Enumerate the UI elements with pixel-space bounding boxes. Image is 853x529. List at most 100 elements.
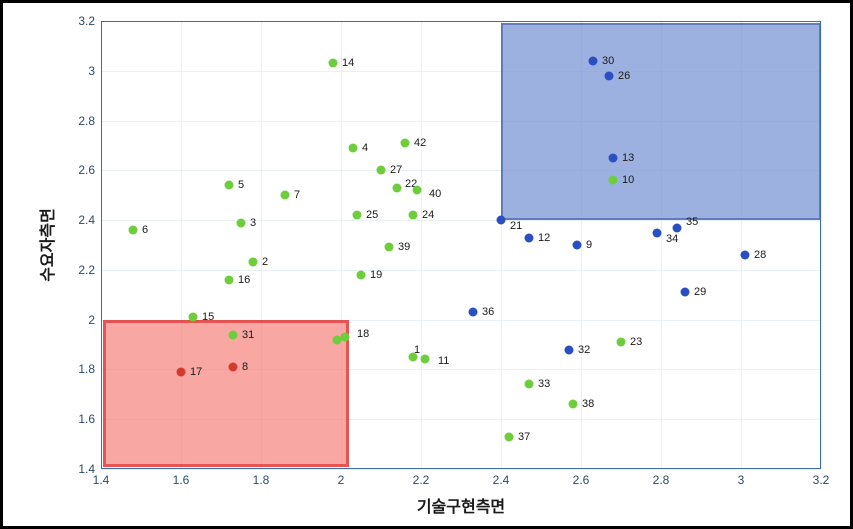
data-point-label: 5 bbox=[238, 179, 244, 191]
data-point-label: 29 bbox=[694, 286, 706, 298]
data-point-label: 32 bbox=[578, 344, 590, 356]
x-tick-label: 3 bbox=[738, 473, 745, 487]
y-tick-label: 2.4 bbox=[78, 213, 101, 227]
data-point-label: 17 bbox=[190, 366, 202, 378]
x-axis-label: 기술구현측면 bbox=[417, 493, 505, 517]
data-point bbox=[681, 288, 690, 297]
x-tick-label: 2.2 bbox=[413, 473, 430, 487]
data-point bbox=[653, 228, 662, 237]
y-tick-label: 1.4 bbox=[78, 462, 101, 476]
data-point bbox=[673, 223, 682, 232]
data-point-label: 2 bbox=[262, 256, 268, 268]
data-point-label: 37 bbox=[518, 431, 530, 443]
data-point bbox=[229, 362, 238, 371]
data-point bbox=[225, 275, 234, 284]
data-point-label: 11 bbox=[438, 355, 449, 367]
plot-border bbox=[101, 21, 821, 469]
data-point-label: 40 bbox=[429, 188, 441, 200]
data-point bbox=[589, 56, 598, 65]
data-point bbox=[357, 270, 366, 279]
y-tick-label: 3.2 bbox=[78, 14, 101, 28]
data-point-label: 28 bbox=[754, 249, 766, 261]
data-point-label: 8 bbox=[242, 361, 248, 373]
data-point bbox=[393, 183, 402, 192]
data-point bbox=[573, 241, 582, 250]
data-point bbox=[421, 355, 430, 364]
data-point-label: 3 bbox=[250, 217, 256, 229]
y-tick-label: 3 bbox=[88, 64, 101, 78]
data-point bbox=[225, 181, 234, 190]
data-point bbox=[189, 313, 198, 322]
data-point bbox=[237, 218, 246, 227]
data-point bbox=[565, 345, 574, 354]
data-point-label: 18 bbox=[357, 328, 369, 340]
data-point-label: 35 bbox=[686, 216, 698, 228]
data-point-label: 27 bbox=[390, 164, 402, 176]
data-point-label: 24 bbox=[422, 209, 434, 221]
data-point-label: 7 bbox=[294, 189, 300, 201]
data-point bbox=[377, 166, 386, 175]
y-tick-label: 2.8 bbox=[78, 114, 101, 128]
data-point bbox=[177, 367, 186, 376]
y-tick-label: 1.8 bbox=[78, 362, 101, 376]
data-point-label: 4 bbox=[362, 142, 368, 154]
data-point-label: 34 bbox=[666, 233, 678, 245]
data-point-label: 23 bbox=[630, 336, 642, 348]
x-tick-label: 2.6 bbox=[573, 473, 590, 487]
y-axis-label: 수요자측면 bbox=[34, 208, 58, 282]
data-point-label: 39 bbox=[398, 241, 410, 253]
data-point-label: 36 bbox=[482, 306, 494, 318]
data-point bbox=[129, 226, 138, 235]
data-point bbox=[353, 211, 362, 220]
data-point bbox=[329, 59, 338, 68]
data-point bbox=[281, 191, 290, 200]
y-tick-label: 2.6 bbox=[78, 163, 101, 177]
data-point-label: 33 bbox=[538, 378, 550, 390]
data-point-label: 19 bbox=[370, 269, 382, 281]
data-point bbox=[413, 186, 422, 195]
data-point bbox=[569, 400, 578, 409]
x-tick-label: 1.6 bbox=[173, 473, 190, 487]
data-point-label: 10 bbox=[622, 174, 634, 186]
data-point-label: 16 bbox=[238, 274, 250, 286]
x-tick-label: 1.8 bbox=[253, 473, 270, 487]
data-point-label: 13 bbox=[622, 152, 634, 164]
data-point-label: 38 bbox=[582, 398, 594, 410]
data-point bbox=[497, 216, 506, 225]
data-point-label: 26 bbox=[618, 70, 630, 82]
data-point-label: 25 bbox=[366, 209, 378, 221]
x-tick-label: 3.2 bbox=[813, 473, 830, 487]
data-point-label: 31 bbox=[242, 329, 254, 341]
chart-wrap: 2112936293234352830261310657321615144274… bbox=[9, 9, 844, 520]
data-point bbox=[609, 176, 618, 185]
data-point bbox=[249, 258, 258, 267]
data-point-label: 9 bbox=[586, 239, 592, 251]
data-point bbox=[741, 250, 750, 259]
data-point-label: 30 bbox=[602, 55, 614, 67]
data-point bbox=[409, 211, 418, 220]
data-point-label: 6 bbox=[142, 224, 148, 236]
data-point bbox=[333, 335, 342, 344]
data-point bbox=[617, 338, 626, 347]
data-point bbox=[401, 138, 410, 147]
data-point bbox=[525, 380, 534, 389]
data-point bbox=[341, 333, 350, 342]
data-point-label: 14 bbox=[342, 57, 354, 69]
data-point-label: 15 bbox=[202, 311, 214, 323]
data-point bbox=[525, 233, 534, 242]
data-point bbox=[229, 330, 238, 339]
data-point-label: 42 bbox=[414, 137, 426, 149]
gridline-vert bbox=[821, 21, 822, 469]
y-tick-label: 1.6 bbox=[78, 412, 101, 426]
data-point bbox=[385, 243, 394, 252]
data-point bbox=[605, 71, 614, 80]
x-tick-label: 2 bbox=[338, 473, 345, 487]
data-point bbox=[349, 143, 358, 152]
gridline-horiz bbox=[101, 469, 821, 470]
data-point-label: 12 bbox=[538, 232, 550, 244]
x-tick-label: 2.4 bbox=[493, 473, 510, 487]
data-point bbox=[505, 432, 514, 441]
chart-outer-frame: 2112936293234352830261310657321615144274… bbox=[0, 0, 853, 529]
plot-area: 2112936293234352830261310657321615144274… bbox=[101, 21, 821, 469]
data-point bbox=[609, 153, 618, 162]
